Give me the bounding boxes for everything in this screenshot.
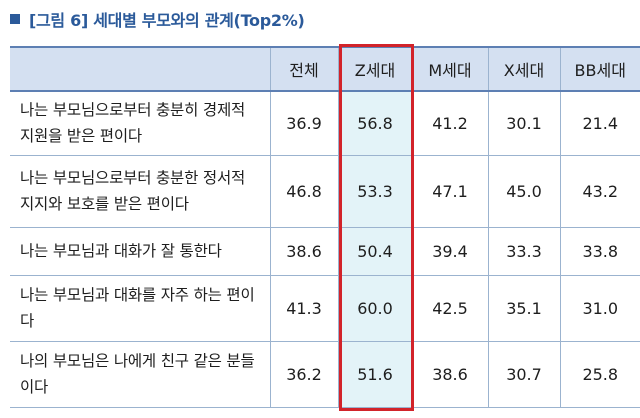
cell-gen-m: 39.4 [412, 227, 489, 276]
table-row: 나는 부모님으로부터 충분한 정서적 지지와 보호를 받은 편이다 46.8 5… [10, 155, 640, 228]
table-row: 나는 부모님으로부터 충분히 경제적 지원을 받은 편이다 36.9 56.8 … [10, 91, 640, 156]
header-gen-bb: BB세대 [560, 46, 640, 92]
row-label: 나는 부모님과 대화를 자주 하는 편이다 [10, 275, 271, 342]
figure-title: [그림 6] 세대별 부모와의 관계(Top2%) [29, 11, 305, 30]
table-row: 나는 부모님과 대화를 자주 하는 편이다 41.3 60.0 42.5 35.… [10, 275, 640, 342]
cell-gen-bb: 31.0 [560, 275, 640, 342]
header-gen-x: X세대 [488, 46, 561, 92]
row-label: 나는 부모님과 대화가 잘 통한다 [10, 227, 271, 276]
header-gen-m: M세대 [412, 46, 489, 92]
cell-gen-z: 56.8 [338, 91, 413, 156]
table-row: 나의 부모님은 나에게 친구 같은 분들이다 36.2 51.6 38.6 30… [10, 341, 640, 408]
cell-gen-bb: 21.4 [560, 91, 640, 156]
cell-gen-x: 33.3 [488, 227, 561, 276]
header-gen-z: Z세대 [338, 46, 413, 92]
cell-gen-m: 38.6 [412, 341, 489, 408]
cell-gen-x: 45.0 [488, 155, 561, 228]
row-label: 나는 부모님으로부터 충분한 정서적 지지와 보호를 받은 편이다 [10, 155, 271, 228]
title-square-icon [10, 14, 20, 24]
cell-gen-z: 53.3 [338, 155, 413, 228]
cell-total: 46.8 [270, 155, 339, 228]
cell-total: 41.3 [270, 275, 339, 342]
cell-total: 36.9 [270, 91, 339, 156]
cell-gen-x: 30.7 [488, 341, 561, 408]
table-header-row: 전체 Z세대 M세대 X세대 BB세대 [10, 46, 640, 92]
cell-gen-bb: 43.2 [560, 155, 640, 228]
figure-title-row: [그림 6] 세대별 부모와의 관계(Top2%) [10, 8, 305, 30]
cell-gen-bb: 25.8 [560, 341, 640, 408]
cell-gen-x: 30.1 [488, 91, 561, 156]
cell-total: 38.6 [270, 227, 339, 276]
cell-gen-m: 41.2 [412, 91, 489, 156]
table-row: 나는 부모님과 대화가 잘 통한다 38.6 50.4 39.4 33.3 33… [10, 227, 640, 276]
cell-gen-z: 51.6 [338, 341, 413, 408]
row-label: 나는 부모님으로부터 충분히 경제적 지원을 받은 편이다 [10, 91, 271, 156]
header-empty [10, 46, 271, 92]
cell-total: 36.2 [270, 341, 339, 408]
cell-gen-m: 42.5 [412, 275, 489, 342]
cell-gen-bb: 33.8 [560, 227, 640, 276]
cell-gen-x: 35.1 [488, 275, 561, 342]
cell-gen-z: 50.4 [338, 227, 413, 276]
header-total: 전체 [270, 46, 339, 92]
generation-relationship-table: 전체 Z세대 M세대 X세대 BB세대 나는 부모님으로부터 충분히 경제적 지… [10, 46, 640, 408]
cell-gen-z: 60.0 [338, 275, 413, 342]
cell-gen-m: 47.1 [412, 155, 489, 228]
generation-table-container: 전체 Z세대 M세대 X세대 BB세대 나는 부모님으로부터 충분히 경제적 지… [10, 46, 640, 408]
row-label: 나의 부모님은 나에게 친구 같은 분들이다 [10, 341, 271, 408]
